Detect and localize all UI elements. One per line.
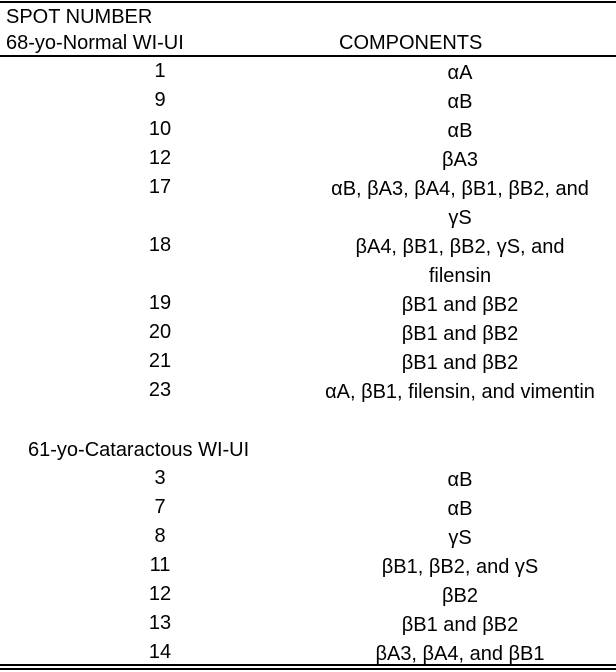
table-row: 10 αB (0, 116, 616, 145)
components-cell: βA3 (442, 149, 478, 171)
spot-cell: 10 (148, 118, 172, 140)
components-cell: βB1, βB2, and γS (381, 556, 539, 578)
spot-cell: 12 (148, 147, 172, 169)
table-bottom-rule (0, 664, 616, 666)
spot-cell: 23 (148, 379, 172, 401)
table-row: 21 βB1 and βB2 (0, 348, 616, 377)
table-body: 1 αA 9 αB 10 αB 12 βA3 17 αB, βA3, βA4, … (0, 58, 616, 668)
table-row: 7 αB (0, 494, 616, 523)
table-bottom-rule-double (0, 668, 616, 670)
spot-cell: 20 (148, 321, 172, 343)
table-row: 12 βB2 (0, 581, 616, 610)
table-row: 17 αB, βA3, βA4, βB1, βB2, and γS (0, 174, 616, 232)
components-cell: αB (447, 120, 473, 142)
components-cell: αB, βA3, βA4, βB1, βB2, and γS (331, 178, 589, 229)
spot-cell: 14 (148, 641, 172, 663)
components-cell: αA, βB1, filensin, and vimentin (325, 381, 595, 403)
table-row: 8 γS (0, 523, 616, 552)
spot-cell: 19 (148, 292, 172, 314)
spot-cell: 1 (154, 60, 166, 82)
components-cell: αB (447, 91, 473, 113)
components-cell: βA4, βB1, βB2, γS, and filensin (355, 236, 565, 287)
table-row: 14 βA3, βA4, and βB1 (0, 639, 616, 668)
table-row: 20 βB1 and βB2 (0, 319, 616, 348)
table-row: 12 βA3 (0, 145, 616, 174)
group-normal-label: 68-yo-Normal WI-UI (6, 32, 184, 54)
components-cell: γS (448, 527, 472, 549)
table-row: 1 αA (0, 58, 616, 87)
table-row: 9 αB (0, 87, 616, 116)
components-cell: αB (447, 469, 473, 491)
components-cell: αB (447, 498, 473, 520)
spot-cell: 21 (148, 350, 172, 372)
spot-cell: 8 (154, 525, 166, 547)
components-cell: βB2 (442, 585, 478, 607)
spot-cell: 9 (154, 89, 166, 111)
table-row: 23 αA, βB1, filensin, and vimentin (0, 377, 616, 435)
table-row: 18 βA4, βB1, βB2, γS, and filensin (0, 232, 616, 290)
spot-cell: 11 (149, 554, 171, 576)
spot-number-header: SPOT NUMBER (6, 6, 153, 28)
group-cataractous-label: 61-yo-Cataractous WI-UI (28, 439, 250, 461)
table-row: 19 βB1 and βB2 (0, 290, 616, 319)
components-cell: βA3, βA4, and βB1 (375, 643, 545, 665)
components-cell: βB1 and βB2 (401, 294, 519, 316)
spot-cell: 17 (148, 176, 172, 198)
table-row: 3 αB (0, 465, 616, 494)
components-cell: αA (447, 62, 473, 84)
spot-cell: 18 (148, 234, 172, 256)
components-cell: βB1 and βB2 (401, 614, 519, 636)
spot-cell: 3 (154, 467, 166, 489)
components-cell: βB1 and βB2 (401, 323, 519, 345)
header-rule (0, 55, 616, 57)
spot-cell: 13 (148, 612, 172, 634)
spot-cell: 12 (148, 583, 172, 605)
spot-cell: 7 (154, 496, 166, 518)
components-cell: βB1 and βB2 (401, 352, 519, 374)
table-top-rule (0, 1, 616, 3)
components-header: COMPONENTS (339, 32, 483, 54)
table-row: 11 βB1, βB2, and γS (0, 552, 616, 581)
table-row: 13 βB1 and βB2 (0, 610, 616, 639)
